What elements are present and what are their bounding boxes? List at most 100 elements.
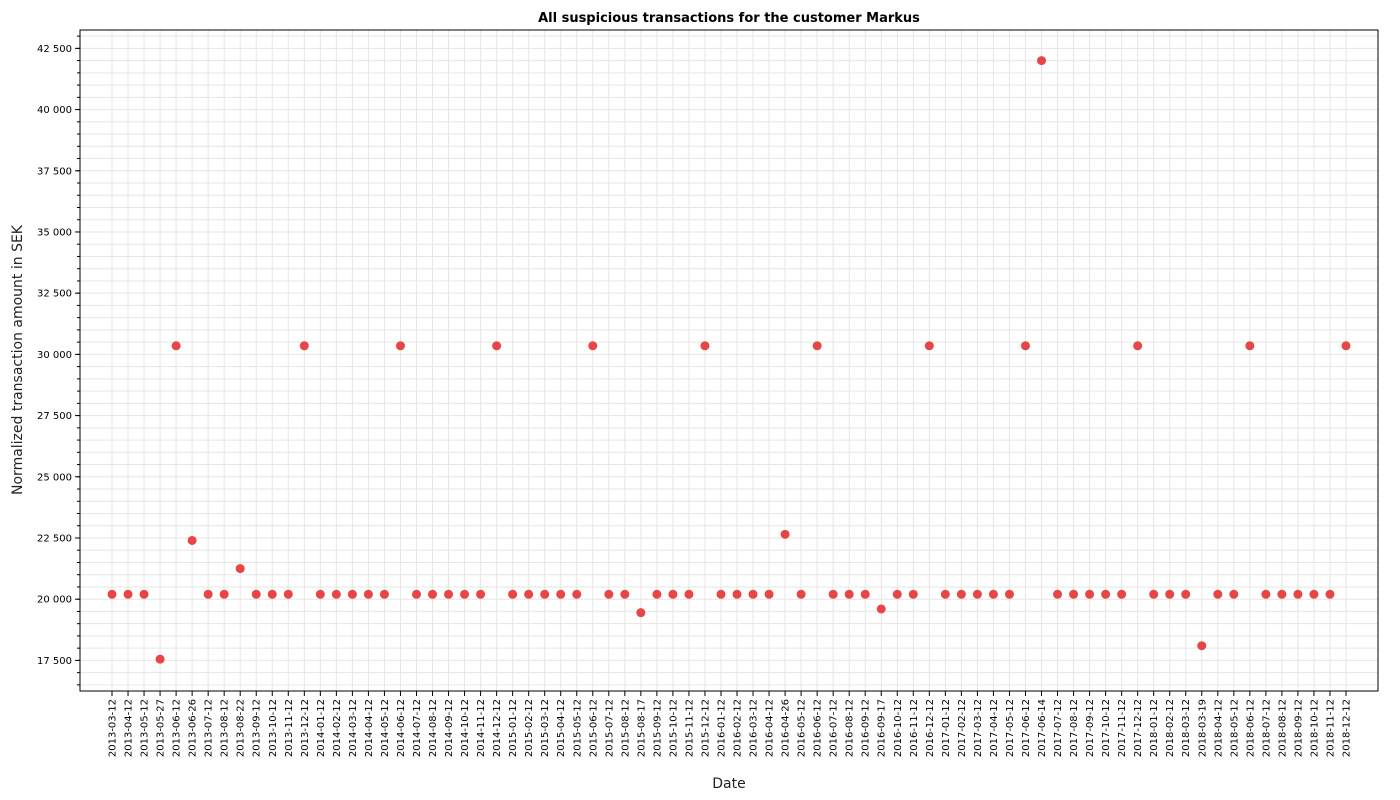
- data-points: [107, 56, 1351, 664]
- x-tick-label: 2018-07-12: [1261, 699, 1272, 757]
- data-point[interactable]: [283, 589, 293, 599]
- data-point[interactable]: [812, 341, 822, 351]
- data-point[interactable]: [139, 589, 149, 599]
- data-point[interactable]: [219, 589, 229, 599]
- y-tick-label: 17 500: [37, 656, 72, 667]
- x-tick-label: 2013-05-27: [156, 699, 167, 757]
- x-tick-label: 2016-05-12: [797, 699, 808, 757]
- data-point[interactable]: [700, 341, 710, 351]
- data-point[interactable]: [1020, 341, 1030, 351]
- y-axis-label: Normalized transaction amount in SEK: [10, 224, 26, 495]
- data-point[interactable]: [395, 341, 405, 351]
- data-point[interactable]: [748, 589, 758, 599]
- x-tick-label: 2013-06-12: [172, 699, 183, 757]
- data-point[interactable]: [379, 589, 389, 599]
- y-axis: 17 500 20 000 22 500 25 000 27 500 30 000 32 5…: [37, 35, 80, 686]
- data-point[interactable]: [411, 589, 421, 599]
- data-point[interactable]: [764, 589, 774, 599]
- data-point[interactable]: [716, 589, 726, 599]
- data-point[interactable]: [299, 341, 309, 351]
- x-tick-label: 2014-01-12: [316, 699, 327, 757]
- data-point[interactable]: [1293, 589, 1303, 599]
- data-point[interactable]: [1229, 589, 1239, 599]
- data-point[interactable]: [1213, 589, 1223, 599]
- y-tick-label: 22 500: [37, 533, 72, 544]
- data-point[interactable]: [1165, 589, 1175, 599]
- data-point[interactable]: [988, 589, 998, 599]
- data-point[interactable]: [940, 589, 950, 599]
- x-tick-label: 2016-04-12: [765, 699, 776, 757]
- x-tick-label: 2017-07-12: [1053, 699, 1064, 757]
- x-tick-label: 2015-08-17: [636, 699, 647, 757]
- data-point[interactable]: [556, 589, 566, 599]
- data-point[interactable]: [1101, 589, 1111, 599]
- data-point[interactable]: [908, 589, 918, 599]
- data-point[interactable]: [1197, 641, 1207, 651]
- data-point[interactable]: [828, 589, 838, 599]
- data-point[interactable]: [203, 589, 213, 599]
- data-point[interactable]: [1261, 589, 1271, 599]
- data-point[interactable]: [1245, 341, 1255, 351]
- data-point[interactable]: [460, 589, 470, 599]
- data-point[interactable]: [187, 535, 197, 545]
- data-point[interactable]: [780, 529, 790, 539]
- data-point[interactable]: [171, 341, 181, 351]
- data-point[interactable]: [476, 589, 486, 599]
- data-point[interactable]: [620, 589, 630, 599]
- data-point[interactable]: [572, 589, 582, 599]
- data-point[interactable]: [1325, 589, 1335, 599]
- data-point[interactable]: [347, 589, 357, 599]
- data-point[interactable]: [860, 589, 870, 599]
- data-point[interactable]: [492, 341, 502, 351]
- data-point[interactable]: [1149, 589, 1159, 599]
- data-point[interactable]: [636, 608, 646, 618]
- x-tick-label: 2015-05-12: [572, 699, 583, 757]
- data-point[interactable]: [1117, 589, 1127, 599]
- data-point[interactable]: [924, 341, 934, 351]
- data-point[interactable]: [1181, 589, 1191, 599]
- data-point[interactable]: [428, 589, 438, 599]
- data-point[interactable]: [604, 589, 614, 599]
- data-point[interactable]: [1341, 341, 1351, 351]
- data-point[interactable]: [155, 654, 165, 664]
- x-tick-label: 2013-08-22: [236, 699, 247, 757]
- x-tick-label: 2017-06-12: [1021, 699, 1032, 757]
- data-point[interactable]: [251, 589, 261, 599]
- data-point[interactable]: [107, 589, 117, 599]
- data-point[interactable]: [1133, 341, 1143, 351]
- data-point[interactable]: [363, 589, 373, 599]
- data-point[interactable]: [508, 589, 518, 599]
- data-point[interactable]: [123, 589, 133, 599]
- data-point[interactable]: [1004, 589, 1014, 599]
- data-point[interactable]: [1085, 589, 1095, 599]
- data-point[interactable]: [1309, 589, 1319, 599]
- data-point[interactable]: [1069, 589, 1079, 599]
- data-point[interactable]: [668, 589, 678, 599]
- data-point[interactable]: [540, 589, 550, 599]
- data-point[interactable]: [732, 589, 742, 599]
- data-point[interactable]: [1037, 56, 1047, 66]
- data-point[interactable]: [588, 341, 598, 351]
- data-point[interactable]: [844, 589, 854, 599]
- x-tick-label: 2018-12-12: [1342, 699, 1353, 757]
- data-point[interactable]: [524, 589, 534, 599]
- x-tick-label: 2014-02-12: [332, 699, 343, 757]
- data-point[interactable]: [892, 589, 902, 599]
- data-point[interactable]: [956, 589, 966, 599]
- data-point[interactable]: [684, 589, 694, 599]
- data-point[interactable]: [1053, 589, 1063, 599]
- x-tick-label: 2018-08-12: [1277, 699, 1288, 757]
- data-point[interactable]: [796, 589, 806, 599]
- data-point[interactable]: [652, 589, 662, 599]
- data-point[interactable]: [235, 564, 245, 574]
- plot-frame: [79, 29, 1379, 692]
- data-point[interactable]: [972, 589, 982, 599]
- data-point[interactable]: [1277, 589, 1287, 599]
- data-point[interactable]: [315, 589, 325, 599]
- data-point[interactable]: [444, 589, 454, 599]
- y-tick-label: 30 000: [37, 350, 72, 361]
- data-point[interactable]: [267, 589, 277, 599]
- x-tick-label: 2016-12-12: [925, 699, 936, 757]
- data-point[interactable]: [331, 589, 341, 599]
- data-point[interactable]: [876, 604, 886, 614]
